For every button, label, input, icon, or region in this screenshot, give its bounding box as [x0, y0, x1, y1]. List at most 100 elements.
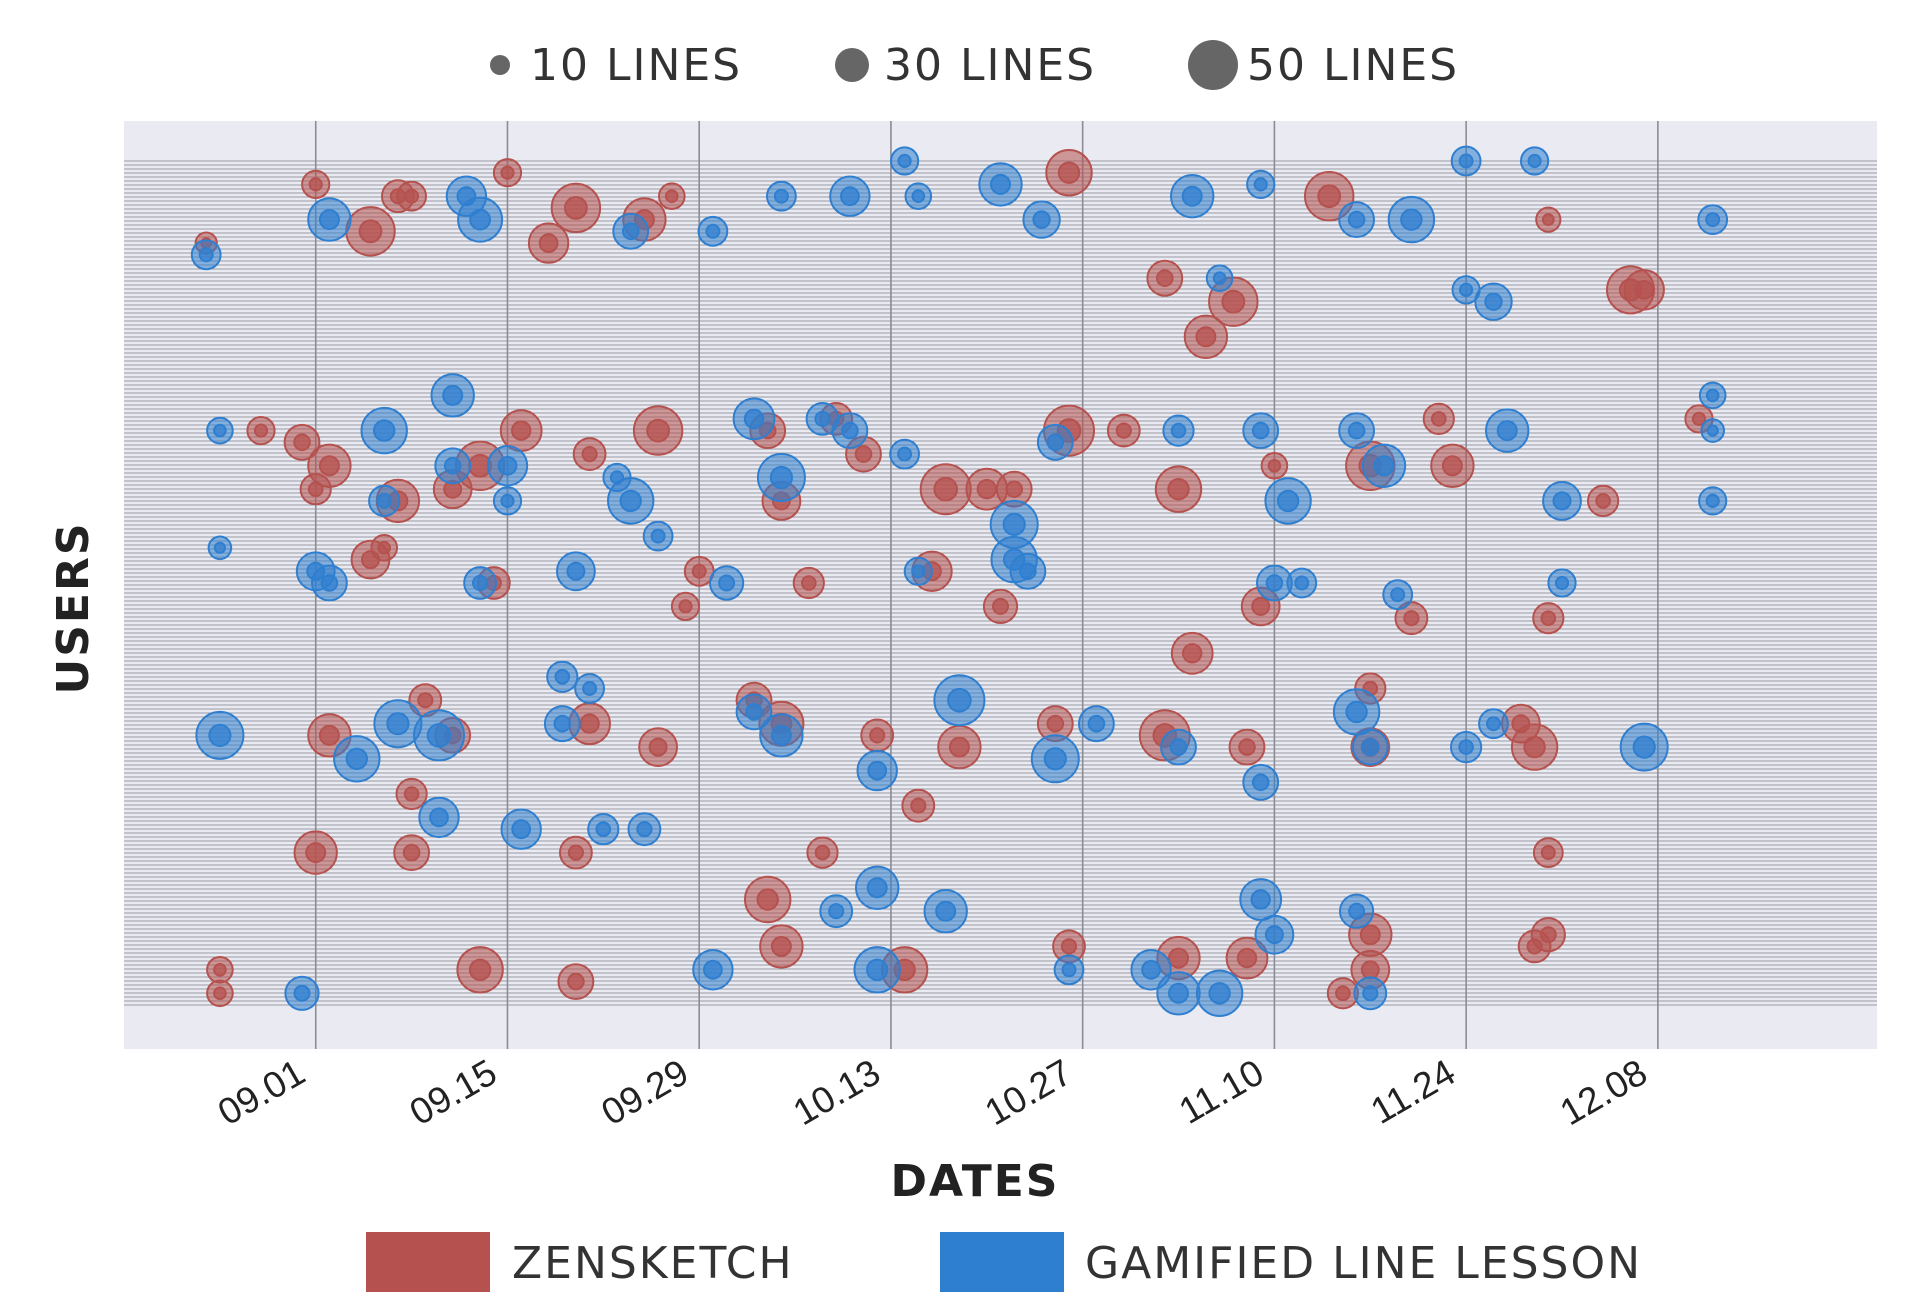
bubble-gamified — [1450, 731, 1483, 764]
bubble-zensketch — [1228, 728, 1266, 766]
bubble-gamified — [903, 556, 933, 586]
bubble-zensketch — [744, 875, 792, 924]
bubble-zensketch — [301, 169, 331, 199]
bubble-inner — [403, 786, 420, 802]
bubble-inner — [293, 984, 311, 1002]
bubble-zensketch — [568, 702, 611, 746]
bubble-inner — [665, 189, 679, 203]
bubble-inner — [756, 888, 779, 911]
bubble-gamified — [1542, 481, 1582, 521]
bubble-gamified — [1162, 414, 1195, 447]
bubble-inner — [897, 153, 912, 169]
bubble-inner — [566, 561, 586, 581]
bubble-inner — [866, 958, 889, 981]
bubble-zensketch — [206, 979, 234, 1008]
bubble-inner — [469, 208, 492, 231]
bubble-inner — [1541, 213, 1555, 227]
bubble-gamified — [195, 710, 245, 760]
bubble-inner — [1484, 292, 1503, 311]
bubble-inner — [581, 446, 598, 463]
bubble-gamified — [1338, 412, 1375, 450]
bubble-gamified — [978, 162, 1023, 207]
bubble-gamified — [1451, 275, 1481, 305]
bubble-gamified — [190, 239, 222, 271]
bubble-gamified — [627, 812, 662, 847]
bubble-inner — [1195, 326, 1217, 348]
bubble-inner — [213, 963, 227, 977]
bubble-inner — [208, 723, 232, 748]
bubble-gamified — [284, 975, 320, 1011]
bubble-zensketch — [1154, 465, 1203, 513]
bubble-gamified — [1256, 564, 1293, 602]
bubble-inner — [1046, 714, 1065, 733]
bubble-zensketch — [919, 463, 972, 516]
bubble-inner — [402, 843, 421, 862]
bubble-zensketch — [860, 718, 895, 753]
bubble-inner — [769, 465, 794, 490]
bubble-gamified — [1387, 195, 1436, 244]
bubble-gamified — [463, 566, 498, 600]
x-tick-label: 09.01 — [211, 1051, 312, 1133]
bubble-gamified — [732, 397, 776, 441]
bubble-inner — [1032, 210, 1051, 229]
bubble-zensketch — [393, 834, 431, 871]
bubble-zensketch — [1535, 206, 1562, 233]
bubble-inner — [1250, 889, 1271, 910]
bubble-gamified — [1353, 976, 1388, 1011]
x-tick-label: 10.13 — [786, 1051, 887, 1133]
bubble-zensketch — [1430, 443, 1475, 488]
bubble-inner — [442, 384, 464, 406]
size-legend-marker-50 — [1188, 40, 1238, 90]
bubble-gamified — [1036, 423, 1074, 461]
bubble-inner — [1060, 938, 1078, 955]
bubble-inner — [1251, 421, 1270, 440]
bubble-zensketch — [246, 416, 276, 446]
bubble-inner — [773, 188, 789, 204]
bubble-inner — [691, 563, 707, 579]
size-legend: 10 LINES 30 LINES 50 LINES — [490, 40, 1457, 91]
bubble-inner — [869, 727, 886, 744]
bubble-gamified — [373, 699, 423, 749]
bubble-inner — [500, 493, 515, 508]
bubble-zensketch — [1623, 269, 1665, 311]
bubble-inner — [1458, 739, 1474, 755]
bubble-gamified — [805, 402, 840, 436]
x-tick-label: 10.27 — [978, 1051, 1079, 1133]
bubble-zensketch — [1036, 705, 1074, 743]
bubble-inner — [443, 457, 462, 475]
bubble-inner — [1317, 184, 1342, 209]
bubble-gamified — [1053, 954, 1085, 986]
bubble-zensketch — [550, 182, 602, 234]
bubble-inner — [1167, 478, 1190, 501]
bubble-inner — [1168, 982, 1189, 1004]
bubble-zensketch — [299, 473, 332, 506]
bubble-gamified — [904, 182, 933, 210]
bubble-gamified — [486, 445, 529, 487]
bubble-gamified — [418, 796, 460, 839]
bubble-inner — [567, 844, 585, 861]
bubble-inner — [854, 445, 873, 463]
bubble-inner — [1347, 421, 1366, 440]
bubble-zensketch — [965, 467, 1009, 511]
bubble-gamified — [413, 709, 465, 762]
bubble-gamified — [759, 713, 804, 758]
bubble-inner — [976, 479, 997, 500]
bubble-gamified — [1246, 169, 1276, 199]
bubble-inner — [828, 903, 845, 920]
bubble-inner — [554, 669, 571, 685]
bubble-zensketch — [345, 206, 396, 257]
bubble-gamified — [434, 447, 472, 485]
bubble-zensketch — [901, 788, 936, 823]
bubble-inner — [497, 455, 518, 476]
bubble-inner — [646, 418, 670, 443]
bubble-inner — [213, 986, 227, 1001]
y-axis-title: USERS — [48, 521, 99, 694]
bubble-gamified — [889, 438, 920, 470]
bubble-zensketch — [658, 182, 686, 210]
bubble-gamified — [1474, 282, 1513, 321]
bubble-gamified — [368, 484, 401, 517]
bubble-inner — [1362, 985, 1379, 1002]
bubble-inner — [1267, 459, 1282, 473]
bubble-inner — [1005, 480, 1024, 499]
bubbles-layer — [190, 145, 1729, 1017]
